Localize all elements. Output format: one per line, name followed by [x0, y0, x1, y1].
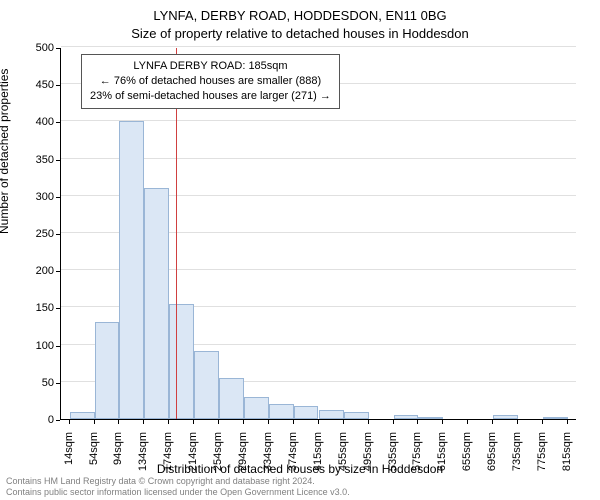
- footer-line1: Contains HM Land Registry data © Crown c…: [6, 476, 350, 487]
- annotation-box: LYNFA DERBY ROAD: 185sqm← 76% of detache…: [81, 54, 340, 109]
- x-tick-mark: [318, 420, 319, 424]
- y-tick-label: 0: [14, 414, 54, 426]
- y-tick-mark: [56, 308, 60, 309]
- y-tick-label: 200: [14, 265, 54, 277]
- x-tick-mark: [542, 420, 543, 424]
- y-tick-label: 400: [14, 116, 54, 128]
- y-tick-label: 50: [14, 377, 54, 389]
- x-tick-mark: [492, 420, 493, 424]
- histogram-bar: [194, 351, 219, 419]
- x-tick-mark: [69, 420, 70, 424]
- x-tick-label: 695sqm: [486, 432, 498, 492]
- x-tick-mark: [343, 420, 344, 424]
- histogram-bar: [70, 412, 95, 419]
- histogram-bar: [244, 397, 269, 419]
- y-tick-mark: [56, 346, 60, 347]
- histogram-bar: [418, 417, 443, 419]
- chart-title-line1: LYNFA, DERBY ROAD, HODDESDON, EN11 0BG: [0, 8, 600, 23]
- x-tick-mark: [293, 420, 294, 424]
- plot-area: LYNFA DERBY ROAD: 185sqm← 76% of detache…: [60, 48, 576, 420]
- x-tick-mark: [517, 420, 518, 424]
- footer-attribution: Contains HM Land Registry data © Crown c…: [6, 476, 350, 499]
- y-tick-mark: [56, 234, 60, 235]
- x-tick-mark: [268, 420, 269, 424]
- chart-container: LYNFA, DERBY ROAD, HODDESDON, EN11 0BG S…: [0, 0, 600, 500]
- x-tick-mark: [567, 420, 568, 424]
- x-tick-label: 575sqm: [411, 432, 423, 492]
- histogram-bar: [493, 415, 518, 419]
- x-tick-mark: [368, 420, 369, 424]
- y-tick-label: 350: [14, 154, 54, 166]
- y-tick-mark: [56, 420, 60, 421]
- histogram-bar: [344, 412, 369, 419]
- y-tick-label: 150: [14, 302, 54, 314]
- annotation-line: ← 76% of detached houses are smaller (88…: [90, 74, 331, 89]
- annotation-line: 23% of semi-detached houses are larger (…: [90, 89, 331, 104]
- histogram-bar: [95, 322, 120, 419]
- histogram-bar: [394, 415, 419, 419]
- histogram-bar: [144, 188, 169, 419]
- x-tick-label: 615sqm: [436, 432, 448, 492]
- x-tick-mark: [393, 420, 394, 424]
- histogram-bar: [169, 304, 194, 419]
- x-tick-mark: [193, 420, 194, 424]
- x-tick-mark: [218, 420, 219, 424]
- x-tick-mark: [143, 420, 144, 424]
- x-tick-label: 735sqm: [511, 432, 523, 492]
- x-tick-label: 535sqm: [387, 432, 399, 492]
- y-tick-label: 250: [14, 228, 54, 240]
- y-axis-label: Number of detached properties: [0, 69, 11, 234]
- y-tick-mark: [56, 160, 60, 161]
- histogram-bar: [119, 121, 144, 419]
- y-tick-label: 450: [14, 79, 54, 91]
- x-tick-mark: [417, 420, 418, 424]
- x-tick-mark: [442, 420, 443, 424]
- x-tick-mark: [118, 420, 119, 424]
- y-tick-mark: [56, 197, 60, 198]
- histogram-bar: [319, 410, 344, 419]
- y-tick-label: 500: [14, 42, 54, 54]
- y-tick-mark: [56, 122, 60, 123]
- x-tick-label: 775sqm: [536, 432, 548, 492]
- x-tick-mark: [243, 420, 244, 424]
- y-tick-mark: [56, 271, 60, 272]
- x-tick-label: 495sqm: [362, 432, 374, 492]
- histogram-bar: [269, 404, 294, 419]
- x-tick-mark: [94, 420, 95, 424]
- y-tick-mark: [56, 383, 60, 384]
- x-tick-mark: [168, 420, 169, 424]
- x-tick-label: 815sqm: [561, 432, 573, 492]
- y-tick-label: 100: [14, 340, 54, 352]
- gridline: [61, 46, 576, 47]
- footer-line2: Contains public sector information licen…: [6, 487, 350, 498]
- histogram-bar: [294, 406, 319, 419]
- annotation-line: LYNFA DERBY ROAD: 185sqm: [90, 59, 331, 74]
- y-tick-mark: [56, 48, 60, 49]
- x-tick-label: 655sqm: [461, 432, 473, 492]
- histogram-bar: [543, 417, 568, 419]
- y-tick-mark: [56, 85, 60, 86]
- chart-title-line2: Size of property relative to detached ho…: [0, 26, 600, 41]
- x-tick-mark: [467, 420, 468, 424]
- y-tick-label: 300: [14, 191, 54, 203]
- histogram-bar: [219, 378, 244, 419]
